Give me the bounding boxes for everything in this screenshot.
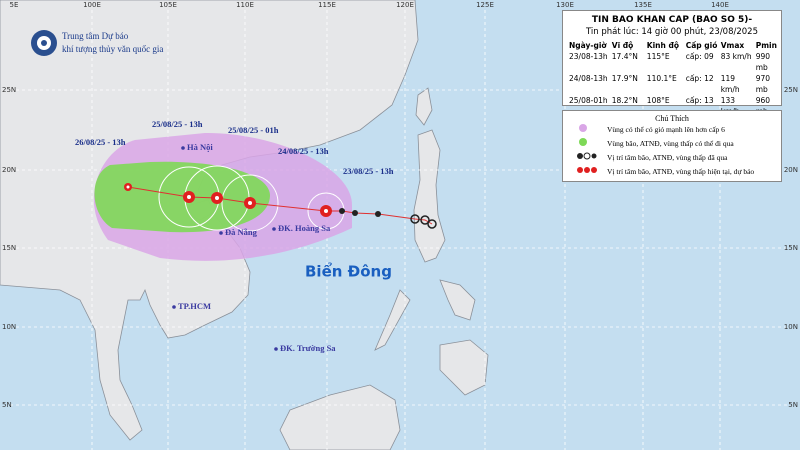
legend-icon [577, 137, 607, 151]
column-header: Kinh độ [646, 41, 679, 50]
place-label: ĐK. Trường Sa [280, 343, 336, 353]
column-header: Ngày-giờ [569, 41, 607, 50]
table-cell: cấp: 13 [685, 96, 714, 105]
legend-text: Vị trí tâm bão, ATNĐ, vùng thấp đã qua [607, 153, 728, 162]
legend-symbol [579, 138, 587, 146]
legend-item: Vị trí tâm bão, ATNĐ, vùng thấp đã qua [563, 151, 781, 165]
legend-text: Vùng có thể có gió mạnh lên hơn cấp 6 [607, 125, 725, 134]
table-cell: 25/08-01h [569, 96, 608, 105]
table-cell: 24/08-13h [569, 74, 608, 83]
table-cell: cấp: 12 [685, 74, 714, 83]
lon-label: 5E [10, 1, 19, 9]
track-label: 25/08/25 - 01h [228, 125, 279, 135]
bulletin-panel: TIN BAO KHAN CAP (BAO SO 5)- Tin phát lú… [562, 10, 782, 160]
legend-icon [577, 123, 607, 137]
place-label: Đà Nẵng [225, 227, 258, 237]
legend-text: Vị trí tâm bão, ATNĐ, vùng thấp hiện tại… [607, 167, 755, 176]
legend-symbol [577, 167, 597, 173]
logo [31, 30, 57, 56]
table-cell: 18.2°N [611, 96, 638, 105]
place-label: TP.HCM [178, 301, 211, 311]
forecast-positions [124, 183, 332, 217]
bulletin-time: Tin phát lúc: 14 giờ 00 phút, 23/08/2025 [586, 27, 758, 37]
track-label: 26/08/25 - 13h [75, 137, 126, 147]
track-label: 25/08/25 - 13h [152, 119, 203, 129]
sea-label: Biển Đông [305, 262, 392, 281]
table-cell: 108°E [646, 96, 670, 105]
lat-label: 25N [784, 86, 798, 94]
track-label: 24/08/25 - 13h [278, 146, 329, 156]
lat-label: 10N [784, 323, 798, 331]
legend-text: Vùng bão, ATNĐ, vùng thấp có thể đi qua [607, 139, 734, 148]
lon-label: 140E [711, 1, 729, 9]
table-header: Ngày-giờ Vĩ độ Kinh độ Cấp gió Vmax Pmin [563, 40, 781, 51]
table-cell: 110.1°E [646, 74, 677, 83]
lon-label: 125E [476, 1, 494, 9]
legend-item: Vị trí tâm bão, ATNĐ, vùng thấp hiện tại… [563, 165, 781, 179]
lat-label: 15N [784, 244, 798, 252]
table-cell: 115°E [646, 52, 670, 61]
place-dot [219, 231, 223, 235]
past-positions [339, 208, 437, 229]
lon-label: 110E [236, 1, 254, 9]
lat-label: 25N [2, 86, 16, 94]
place-dot [272, 227, 276, 231]
lat-label: 20N [2, 166, 16, 174]
lon-label: 115E [318, 1, 336, 9]
table-cell: 17.4°N [611, 52, 638, 61]
org-name: khí tượng thủy văn quốc gia [62, 44, 163, 54]
legend-icon [577, 165, 607, 179]
table-cell: 970 mb [755, 74, 771, 94]
legend-title: Chú Thích [655, 114, 689, 123]
lat-label: 10N [2, 323, 16, 331]
place-dot [172, 305, 176, 309]
legend-panel: Chú Thích Vùng có thể có gió mạnh lên hơ… [562, 110, 782, 182]
column-header: Vmax [720, 41, 745, 50]
org-name: Trung tâm Dự báo [62, 31, 129, 41]
table-cell: cấp: 09 [685, 52, 714, 61]
legend-symbol [579, 124, 587, 132]
place-dot [181, 146, 185, 150]
legend-symbol [577, 152, 597, 160]
table-row: 24/08-13h 17.9°N 110.1°E cấp: 12 119 km/h 970… [563, 73, 781, 95]
lat-label: 5N [2, 401, 12, 409]
lon-label: 105E [159, 1, 177, 9]
place-dot [274, 347, 278, 351]
legend-item: Vùng bão, ATNĐ, vùng thấp có thể đi qua [563, 137, 781, 151]
lon-label: 100E [83, 1, 101, 9]
table-cell: 83 km/h [720, 52, 752, 61]
table-cell: 990 mb [755, 52, 771, 72]
lat-label: 5N [788, 401, 798, 409]
place-label: Hà Nội [187, 142, 213, 152]
table-cell: 23/08-13h [569, 52, 608, 61]
bulletin-title: TIN BAO KHAN CAP (BAO SO 5)- [591, 15, 753, 25]
lon-label: 130E [556, 1, 574, 9]
lat-label: 15N [2, 244, 16, 252]
column-header: Vĩ độ [611, 41, 634, 50]
column-header: Pmin [755, 41, 777, 50]
table-cell: 17.9°N [611, 74, 638, 83]
lon-label: 120E [396, 1, 414, 9]
place-label: ĐK. Hoàng Sa [278, 223, 331, 233]
track-label: 23/08/25 - 13h [343, 166, 394, 176]
legend-items: Vùng có thể có gió mạnh lên hơn cấp 6 Vùn… [563, 123, 781, 179]
column-header: Cấp gió [685, 41, 718, 50]
table-row: 23/08-13h 17.4°N 115°E cấp: 09 83 km/h 990 mb [563, 51, 781, 73]
lat-label: 20N [784, 166, 798, 174]
legend-icon [577, 151, 607, 165]
storm-zone [94, 161, 270, 233]
lon-label: 135E [634, 1, 652, 9]
legend-item: Vùng có thể có gió mạnh lên hơn cấp 6 [563, 123, 781, 137]
table-cell: 119 km/h [720, 74, 740, 94]
